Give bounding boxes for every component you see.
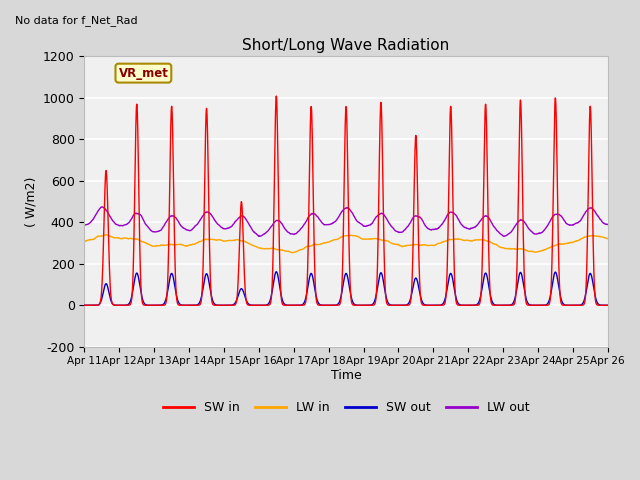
LW out [573,220,580,226]
LW in [604,236,612,241]
SW in [227,302,234,308]
LW out [500,233,508,239]
Title: Short/Long Wave Radiation: Short/Long Wave Radiation [243,37,450,52]
SW in [604,302,612,308]
SW in [572,302,580,308]
LW in [573,238,580,244]
LW out [227,224,234,230]
LW out [558,214,566,220]
SW out [572,302,580,308]
LW out [372,214,380,219]
Line: LW in: LW in [84,235,608,252]
LW in [558,241,566,247]
SW out [81,302,88,308]
LW out [361,223,369,229]
Text: No data for f_Net_Rad: No data for f_Net_Rad [15,15,138,26]
SW in [498,302,506,308]
LW in [373,236,381,241]
Line: SW out: SW out [84,272,608,305]
Text: VR_met: VR_met [118,67,168,80]
LW in [499,245,506,251]
LW in [362,236,369,242]
Line: LW out: LW out [84,207,608,236]
SW out [372,290,380,296]
SW in [558,301,566,307]
SW in [372,289,380,295]
X-axis label: Time: Time [331,369,362,382]
SW out [273,269,280,275]
LW out [604,221,612,227]
SW out [498,302,506,308]
Y-axis label: ( W/m2): ( W/m2) [24,176,37,227]
LW out [81,222,88,228]
SW out [604,302,612,308]
LW out [498,232,506,238]
LW in [289,250,296,255]
LW in [227,238,234,243]
SW in [273,93,280,99]
Legend: SW in, LW in, SW out, LW out: SW in, LW in, SW out, LW out [157,396,534,420]
Line: SW in: SW in [84,96,608,305]
SW out [227,302,234,308]
SW in [81,302,88,308]
SW out [361,302,369,308]
LW out [99,204,106,210]
SW in [361,302,369,308]
LW in [81,239,88,244]
LW in [102,232,110,238]
SW out [558,298,566,304]
